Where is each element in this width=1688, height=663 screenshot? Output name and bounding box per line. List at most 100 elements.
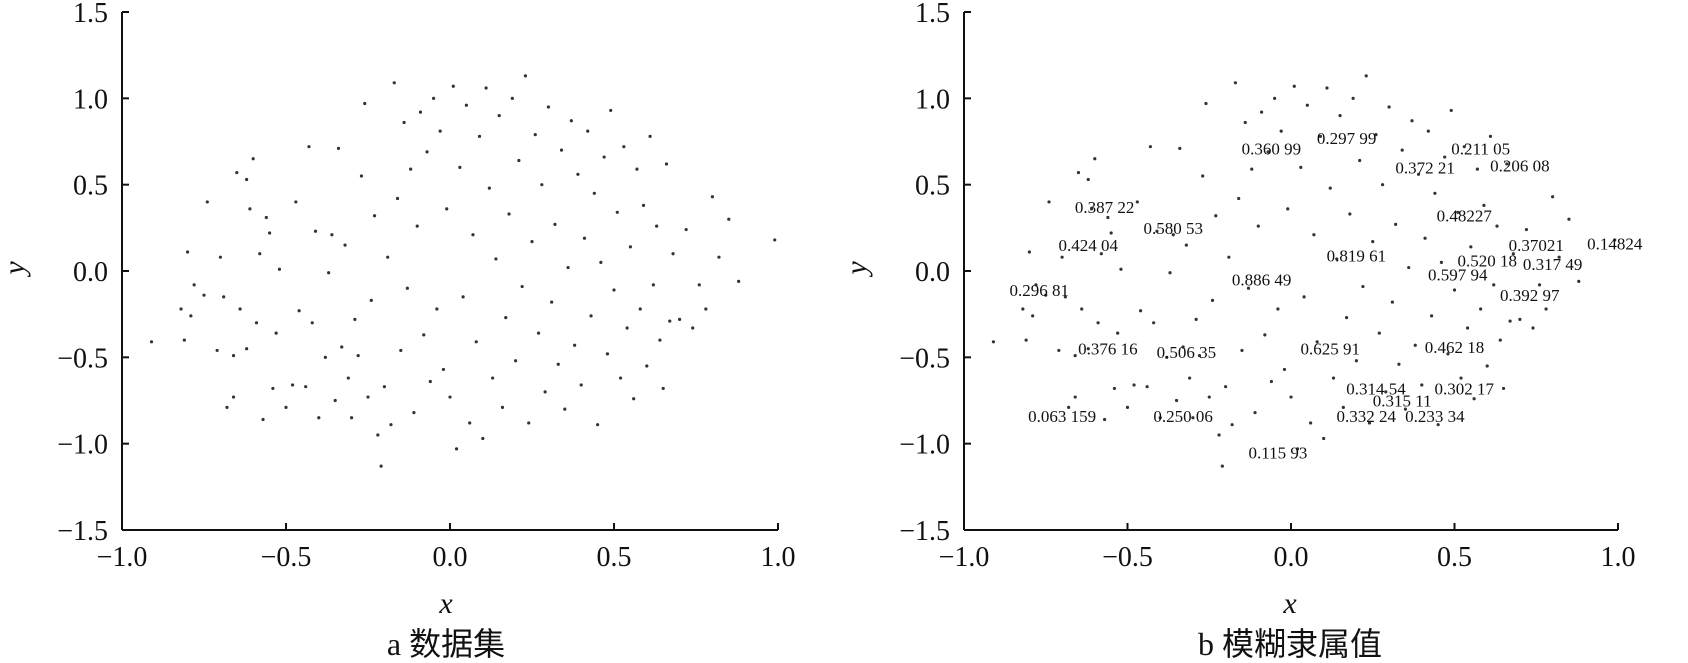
data-point	[1338, 114, 1342, 118]
data-point	[182, 338, 186, 342]
data-point	[1479, 307, 1483, 311]
data-point	[1465, 326, 1470, 330]
panel-a-dataset: −1.0 −0.5 0.0 0.5 1.01.51.00.50.0−0.5−1.0−1.…	[0, 0, 796, 662]
data-point	[1292, 84, 1296, 88]
x-tick-label: −1.0	[97, 542, 148, 573]
data-point	[1374, 132, 1378, 137]
data-point	[497, 114, 501, 118]
data-point	[576, 172, 580, 176]
data-point	[691, 326, 695, 330]
data-point	[382, 385, 386, 389]
data-point	[1086, 177, 1090, 182]
data-point	[1394, 222, 1398, 226]
data-point	[1364, 74, 1368, 78]
data-point	[353, 317, 357, 321]
data-point	[1148, 145, 1152, 149]
data-point	[1312, 233, 1316, 237]
data-point	[648, 134, 652, 138]
data-point	[717, 255, 721, 259]
data-point	[1537, 283, 1542, 287]
data-point	[1531, 326, 1535, 330]
data-point	[432, 96, 436, 100]
panel-a-points	[149, 74, 777, 468]
data-point	[1423, 236, 1427, 240]
data-point	[1508, 319, 1512, 323]
data-point	[1380, 183, 1385, 187]
y-tick-label: −1.5	[899, 516, 950, 547]
data-point	[1047, 200, 1051, 204]
y-tick-label: 0.5	[73, 171, 108, 202]
membership-value-label: 0.315 11	[1373, 392, 1432, 411]
data-point	[1377, 331, 1381, 335]
data-point	[1155, 229, 1159, 233]
data-point	[1433, 191, 1437, 195]
membership-value-label: 0.520 18	[1457, 252, 1517, 271]
data-point	[1426, 129, 1430, 133]
data-point	[1456, 210, 1460, 214]
membership-value-label: 0.250 06	[1153, 407, 1213, 426]
data-point	[245, 177, 249, 182]
data-point	[1351, 96, 1355, 100]
data-point	[350, 416, 354, 420]
data-point	[1266, 150, 1270, 154]
data-point	[546, 105, 551, 109]
data-point	[628, 245, 633, 249]
data-point	[1168, 271, 1172, 275]
data-point	[484, 86, 488, 90]
data-point	[1495, 224, 1499, 228]
data-point	[1024, 338, 1028, 342]
data-point	[186, 250, 190, 254]
data-point	[149, 340, 154, 344]
y-tick-label: 1.5	[73, 0, 108, 29]
data-point	[258, 252, 262, 256]
data-point	[658, 338, 662, 342]
data-point	[323, 355, 327, 359]
data-point	[569, 119, 573, 123]
data-point	[418, 110, 423, 114]
x-tick-label: 0.5	[1437, 542, 1472, 573]
data-point	[494, 257, 498, 261]
data-point	[697, 283, 701, 287]
data-point	[582, 236, 587, 240]
data-point	[737, 279, 741, 283]
data-point	[1613, 238, 1617, 242]
data-point	[307, 145, 311, 149]
data-point	[1099, 252, 1103, 256]
data-point	[491, 376, 495, 380]
data-point	[441, 367, 446, 372]
data-point	[1482, 203, 1486, 207]
data-point	[454, 447, 459, 451]
data-point	[1371, 240, 1375, 244]
data-point	[290, 383, 295, 387]
data-point	[445, 207, 449, 211]
x-tick-label: 0.0	[1274, 542, 1309, 573]
data-point	[1511, 252, 1515, 256]
x-tick-label: −0.5	[1102, 542, 1153, 573]
data-point	[1544, 307, 1548, 311]
data-point	[428, 379, 432, 384]
x-tick-label: 0.5	[597, 542, 632, 573]
data-point	[464, 103, 468, 107]
y-tick-label: −0.5	[899, 343, 950, 374]
data-point	[1145, 385, 1149, 389]
data-point	[510, 96, 514, 100]
x-tick-label: 1.0	[761, 542, 796, 573]
data-point	[533, 132, 537, 137]
data-point	[254, 321, 259, 325]
data-point	[405, 286, 409, 290]
data-point	[553, 222, 557, 226]
data-point	[1103, 417, 1107, 422]
panel-b-fuzzy-membership: −1.0 −0.5 0.0 0.5 1.01.51.00.50.0−0.5−1.0−1.…	[840, 0, 1643, 662]
data-point	[1361, 284, 1365, 289]
data-point	[477, 134, 482, 138]
data-point	[1335, 257, 1339, 261]
data-point	[1060, 255, 1064, 259]
data-point	[1086, 347, 1090, 351]
data-point	[238, 307, 242, 311]
membership-value-label: 0.233 34	[1405, 407, 1465, 426]
data-point	[1067, 405, 1071, 410]
y-tick-label: −0.5	[57, 343, 108, 374]
data-point	[1315, 340, 1319, 344]
data-point	[615, 210, 619, 214]
x-tick-label: 0.0	[433, 542, 468, 573]
